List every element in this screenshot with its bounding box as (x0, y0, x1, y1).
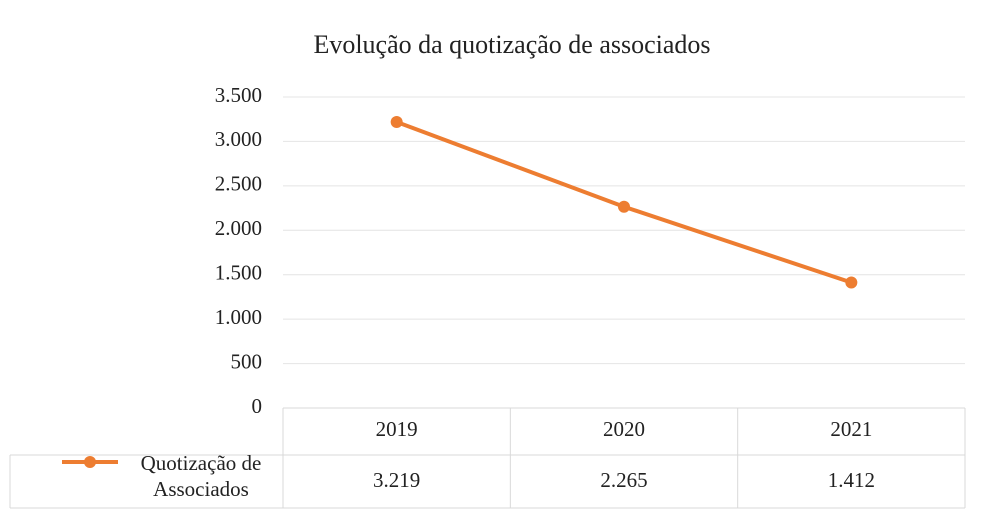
y-tick-label: 3.000 (215, 127, 262, 151)
y-tick-label: 500 (231, 349, 263, 373)
y-tick-label: 2.500 (215, 172, 262, 196)
x-tick-label: 2019 (376, 417, 418, 441)
x-tick-label: 2020 (603, 417, 645, 441)
y-tick-label: 3.500 (215, 83, 262, 107)
table-value: 1.412 (828, 468, 875, 492)
marker (390, 115, 403, 128)
x-tick-label: 2021 (830, 417, 872, 441)
table-value: 3.219 (373, 468, 420, 492)
legend-label: Quotização de Associados (140, 451, 262, 501)
y-tick-label: 2.000 (215, 216, 262, 240)
marker (618, 200, 630, 213)
y-tick-label: 1.000 (215, 305, 262, 329)
table-value: 2.265 (600, 468, 647, 492)
legend-marker (84, 456, 96, 468)
chart-title: Evolução da quotização de associados (313, 30, 710, 59)
y-tick-label: 1.500 (215, 261, 262, 285)
marker (845, 276, 858, 289)
y-tick-label: 0 (252, 394, 263, 418)
